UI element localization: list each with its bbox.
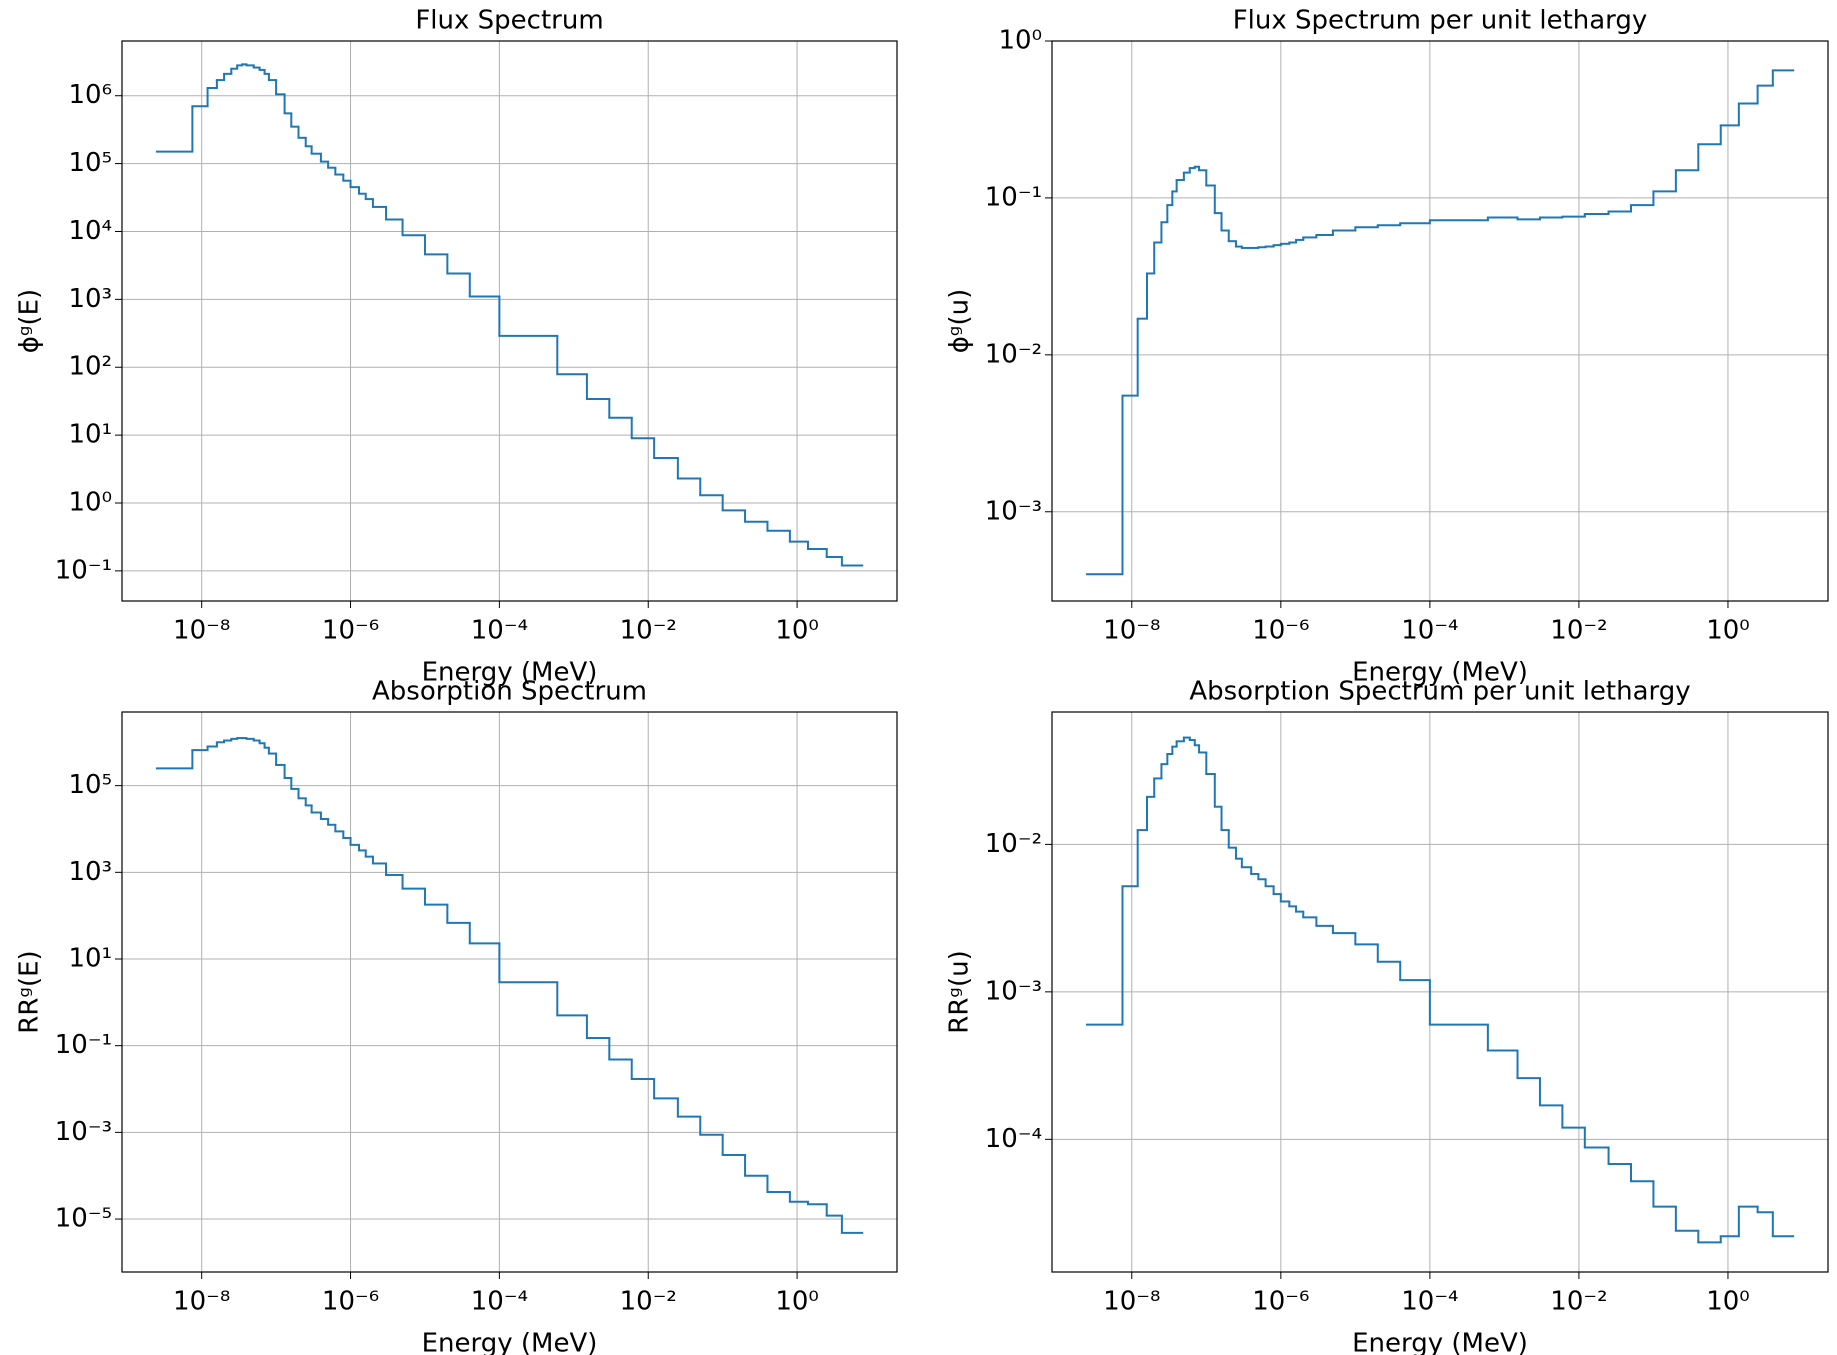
x-axis-label: Energy (MeV) xyxy=(1352,1329,1528,1355)
x-tick-label: 10⁻⁶ xyxy=(1252,1287,1309,1317)
x-tick-label: 10⁻⁴ xyxy=(1401,1287,1458,1317)
y-tick-label: 10⁻³ xyxy=(55,1117,112,1147)
y-tick-label: 10⁻¹ xyxy=(55,1030,112,1060)
x-tick-label: 10⁻⁴ xyxy=(471,1287,528,1317)
x-tick-label: 10⁻⁴ xyxy=(471,616,528,646)
axes-frame xyxy=(1051,711,1829,1273)
axes-frame xyxy=(121,711,898,1273)
y-tick-label: 10⁰ xyxy=(68,488,112,518)
x-axis-label: Energy (MeV) xyxy=(422,1329,598,1355)
y-tick-label: 10³ xyxy=(68,857,112,887)
x-tick-label: 10⁻⁶ xyxy=(1252,616,1309,646)
x-tick-label: 10⁻² xyxy=(620,616,677,646)
y-tick-label: 10³ xyxy=(68,284,112,314)
x-tick-label: 10⁻⁴ xyxy=(1401,616,1458,646)
x-tick-label: 10⁻⁶ xyxy=(322,616,379,646)
y-tick-label: 10⁰ xyxy=(998,26,1042,56)
x-tick-label: 10⁻⁸ xyxy=(173,1287,230,1317)
chart-title: Absorption Spectrum xyxy=(372,677,647,707)
y-tick-label: 10⁻² xyxy=(985,339,1042,369)
x-axis-label: Energy (MeV) xyxy=(1352,658,1528,688)
axes-frame xyxy=(1051,40,1829,602)
y-axis-label: RRᵍ(u) xyxy=(945,950,975,1033)
y-tick-label: 10⁻¹ xyxy=(55,555,112,585)
y-tick-label: 10⁻⁴ xyxy=(985,1124,1042,1154)
y-tick-label: 10⁻² xyxy=(985,829,1042,859)
y-tick-label: 10¹ xyxy=(68,420,112,450)
x-axis-label: Energy (MeV) xyxy=(422,658,598,688)
y-tick-label: 10⁻⁵ xyxy=(55,1204,112,1234)
x-tick-label: 10⁻⁶ xyxy=(322,1287,379,1317)
x-tick-label: 10⁰ xyxy=(1706,616,1750,646)
x-tick-label: 10⁻⁸ xyxy=(1103,1287,1160,1317)
y-tick-label: 10⁵ xyxy=(68,770,112,800)
chart-title: Flux Spectrum per unit lethargy xyxy=(1233,6,1648,36)
x-tick-label: 10⁻² xyxy=(1550,1287,1607,1317)
chart-title: Flux Spectrum xyxy=(415,6,603,36)
x-tick-label: 10⁰ xyxy=(1706,1287,1750,1317)
x-tick-label: 10⁻⁸ xyxy=(173,616,230,646)
x-tick-label: 10⁻² xyxy=(1550,616,1607,646)
x-tick-label: 10⁻² xyxy=(620,1287,677,1317)
axes-frame xyxy=(121,40,898,602)
y-axis-label: RRᵍ(E) xyxy=(15,950,45,1033)
y-tick-label: 10² xyxy=(68,352,112,382)
y-axis-label: ϕᵍ(E) xyxy=(15,289,45,353)
y-tick-label: 10⁻³ xyxy=(985,496,1042,526)
y-tick-label: 10⁶ xyxy=(68,80,112,110)
y-axis-label: ϕᵍ(u) xyxy=(945,289,975,353)
y-tick-label: 10⁻¹ xyxy=(985,182,1042,212)
x-tick-label: 10⁰ xyxy=(775,1287,819,1317)
x-tick-label: 10⁰ xyxy=(775,616,819,646)
y-tick-label: 10¹ xyxy=(68,943,112,973)
y-tick-label: 10⁴ xyxy=(68,216,112,246)
y-tick-label: 10⁻³ xyxy=(985,976,1042,1006)
y-tick-label: 10⁵ xyxy=(68,148,112,178)
chart-title: Absorption Spectrum per unit lethargy xyxy=(1189,677,1690,707)
x-tick-label: 10⁻⁸ xyxy=(1103,616,1160,646)
